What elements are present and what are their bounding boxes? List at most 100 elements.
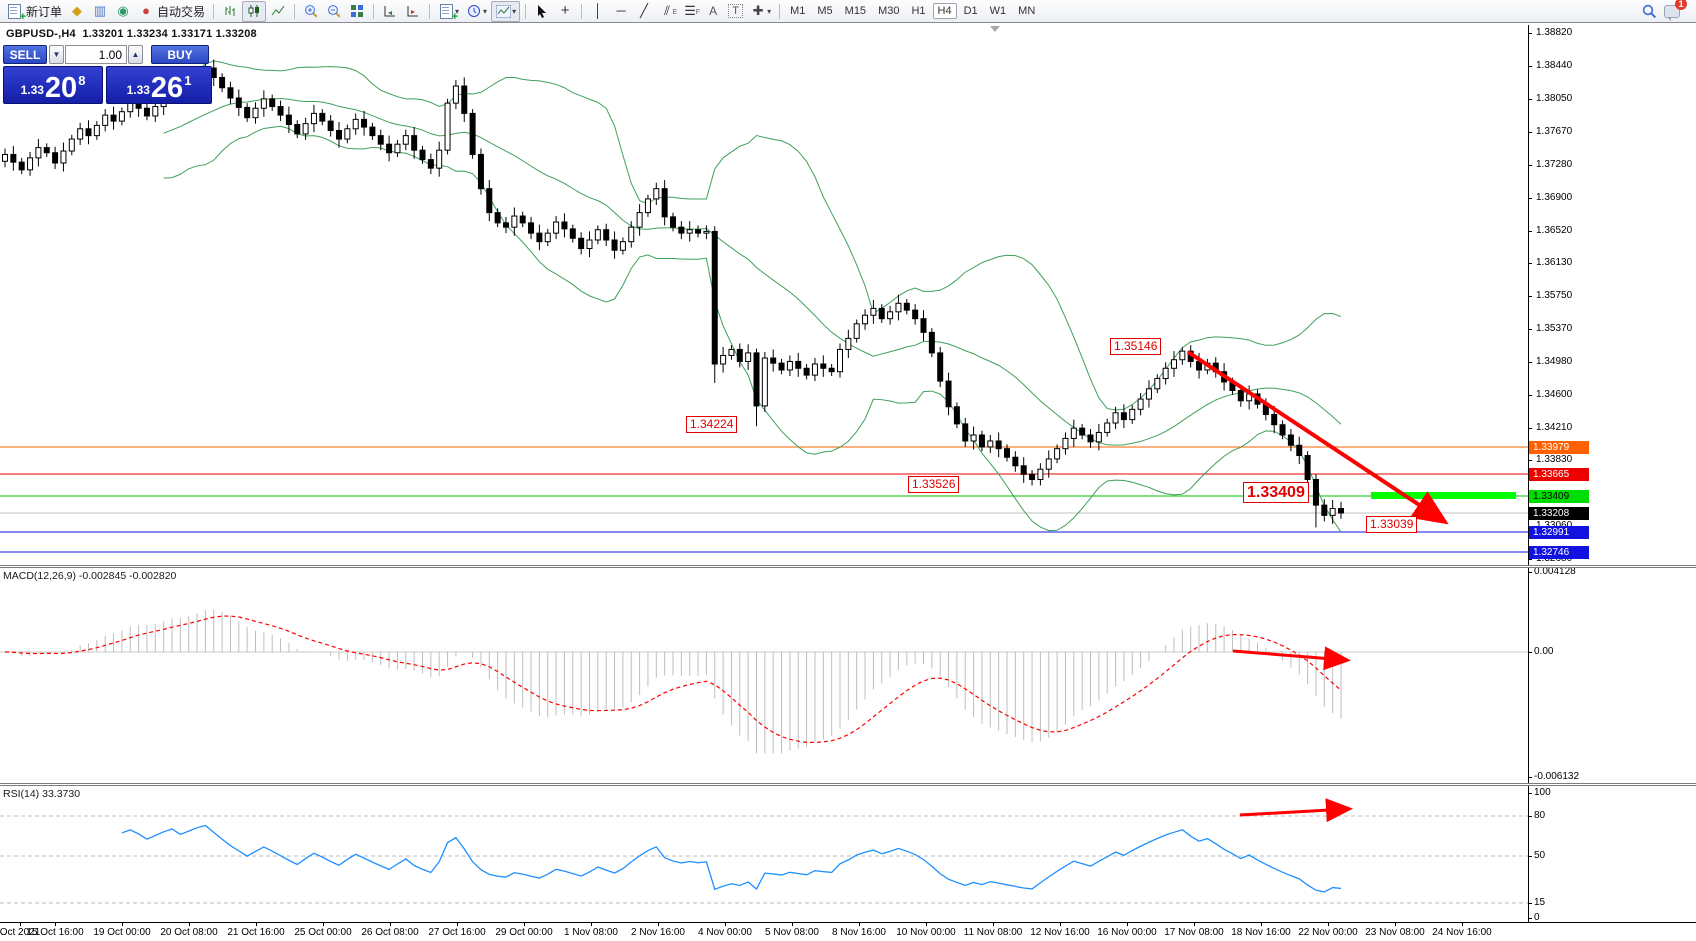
- separator: [525, 3, 527, 19]
- market-watch-icon: ▥: [93, 3, 107, 18]
- rsi-tick: 100: [1534, 787, 1551, 798]
- time-label: 27 Oct 16:00: [428, 927, 486, 938]
- vertical-line-tool[interactable]: │: [587, 2, 609, 21]
- tile-windows-button[interactable]: [346, 2, 368, 21]
- time-label: 19 Oct 00:00: [93, 927, 151, 938]
- rsi-panel[interactable]: [0, 786, 1528, 921]
- price-tick: 1.37280: [1536, 159, 1573, 170]
- chart-profile-button[interactable]: ▾: [491, 0, 521, 22]
- time-label: 5 Nov 08:00: [765, 927, 819, 938]
- chevron-down-icon: ▾: [767, 6, 772, 16]
- new-chart-button[interactable]: + ▾: [435, 2, 462, 23]
- line-chart-icon: [270, 3, 286, 19]
- volume-increase-stepper[interactable]: ▲: [128, 45, 143, 64]
- period-clock-button[interactable]: ▾: [463, 2, 490, 21]
- time-tick: [1462, 922, 1463, 926]
- time-label: 2 Nov 16:00: [631, 927, 685, 938]
- market-watch-button[interactable]: ▥: [89, 2, 111, 21]
- autotrading-icon: ●: [142, 3, 150, 18]
- ask-price-box[interactable]: 1.33 26 1: [106, 66, 212, 104]
- time-axis-border: [0, 922, 1696, 923]
- trendline-tool[interactable]: ╱: [633, 2, 655, 21]
- timeframe-h4[interactable]: H4: [932, 3, 957, 19]
- zoom-in-button[interactable]: [300, 2, 322, 21]
- price-tick: 1.38050: [1536, 93, 1573, 104]
- chat-icon: 1: [1664, 0, 1687, 21]
- bar-chart-button[interactable]: [219, 2, 241, 21]
- text-label-tool[interactable]: T: [725, 2, 746, 21]
- time-label: 23 Nov 08:00: [1365, 927, 1425, 938]
- fibonacci-tool[interactable]: ☰ F: [679, 2, 701, 21]
- horizontal-line-tool[interactable]: ─: [610, 2, 632, 21]
- time-label: 21 Oct 16:00: [227, 927, 285, 938]
- price-tick-mark: [1528, 460, 1532, 461]
- price-tick: 1.34600: [1536, 389, 1573, 400]
- time-tick: [55, 922, 56, 926]
- panel-separator[interactable]: [0, 565, 1696, 568]
- autotrading-button[interactable]: ● 自动交易: [135, 2, 208, 21]
- time-label: 11 Nov 08:00: [963, 927, 1023, 938]
- timeframe-m30[interactable]: M30: [878, 5, 900, 17]
- volume-decrease-stepper[interactable]: ▼: [49, 45, 64, 64]
- price-tick: 1.36520: [1536, 225, 1573, 236]
- macd-panel[interactable]: [0, 568, 1528, 781]
- step-forward-icon: [405, 3, 421, 19]
- bid-price-main: 20: [44, 72, 78, 104]
- panel-separator[interactable]: [0, 783, 1696, 786]
- new-order-button[interactable]: + 新订单: [3, 2, 65, 23]
- timeframe-mn[interactable]: MN: [1018, 5, 1036, 17]
- chart-title: GBPUSD-,H4 1.33201 1.33234 1.33171 1.332…: [6, 28, 257, 40]
- time-tick: [20, 922, 21, 926]
- bid-price-box[interactable]: 1.33 20 8: [3, 66, 103, 104]
- price-badge: 1.33665: [1529, 468, 1589, 481]
- step-forward-button[interactable]: [402, 2, 424, 21]
- price-tick: 1.38820: [1536, 27, 1573, 38]
- timeframe-m5[interactable]: M5: [817, 5, 833, 17]
- sell-button[interactable]: SELL: [3, 45, 47, 64]
- chat-button[interactable]: 1: [1661, 0, 1687, 21]
- macd-tick-mark: [1528, 572, 1532, 573]
- buy-button[interactable]: BUY: [151, 45, 209, 64]
- chart-profile-icon: [495, 3, 511, 19]
- price-annotation[interactable]: 1.33039: [1366, 516, 1418, 533]
- arrow-tools-button[interactable]: ✚ ▾: [747, 2, 774, 21]
- cursor-tool-button[interactable]: [531, 2, 553, 21]
- ohlc-high: 1.33234: [126, 28, 168, 40]
- price-tick: 1.35750: [1536, 290, 1573, 301]
- ticker-button[interactable]: ◆: [66, 2, 88, 21]
- time-tick: [1060, 922, 1061, 926]
- rsi-tick: 15: [1534, 897, 1546, 908]
- autotrading-label: 自动交易: [157, 4, 206, 19]
- chart-shift-marker[interactable]: [990, 26, 1000, 32]
- rsi-label: RSI(14) 33.3730: [3, 788, 81, 800]
- volume-input[interactable]: [65, 45, 127, 64]
- navigator-button[interactable]: ◉: [112, 2, 134, 21]
- price-badge: 1.32991: [1529, 526, 1589, 539]
- symbol-period: GBPUSD-,H4: [6, 28, 76, 40]
- macd-label: MACD(12,26,9) -0.002845 -0.002820: [3, 570, 177, 582]
- price-annotation[interactable]: 1.34224: [686, 416, 738, 433]
- crosshair-tool-button[interactable]: +: [554, 2, 576, 21]
- equidistant-channel-tool[interactable]: ⫽ E: [656, 2, 678, 21]
- chevron-down-icon: ▾: [512, 6, 517, 16]
- timeframe-m1[interactable]: M1: [790, 5, 806, 17]
- price-annotation[interactable]: 1.33526: [908, 476, 960, 493]
- line-chart-button[interactable]: [267, 2, 289, 21]
- search-button[interactable]: [1638, 2, 1660, 21]
- arrange-window-button[interactable]: [379, 2, 401, 21]
- candlestick-chart-button[interactable]: [242, 0, 267, 22]
- trendline-icon: ╱: [640, 3, 648, 18]
- timeframe-d1[interactable]: D1: [963, 5, 978, 17]
- price-annotation[interactable]: 1.35146: [1110, 338, 1162, 355]
- crosshair-icon: +: [560, 2, 570, 19]
- text-tool[interactable]: A: [702, 2, 724, 21]
- price-tick-mark: [1528, 362, 1532, 363]
- zoom-out-button[interactable]: [323, 2, 345, 21]
- bid-price-pipette: 8: [78, 73, 86, 88]
- price-annotation[interactable]: 1.33409: [1243, 482, 1309, 503]
- timeframe-w1[interactable]: W1: [989, 5, 1007, 17]
- timeframe-h1[interactable]: H1: [911, 5, 926, 17]
- time-tick: [1328, 922, 1329, 926]
- timeframe-m15[interactable]: M15: [844, 5, 867, 17]
- zoom-in-icon: [303, 3, 319, 19]
